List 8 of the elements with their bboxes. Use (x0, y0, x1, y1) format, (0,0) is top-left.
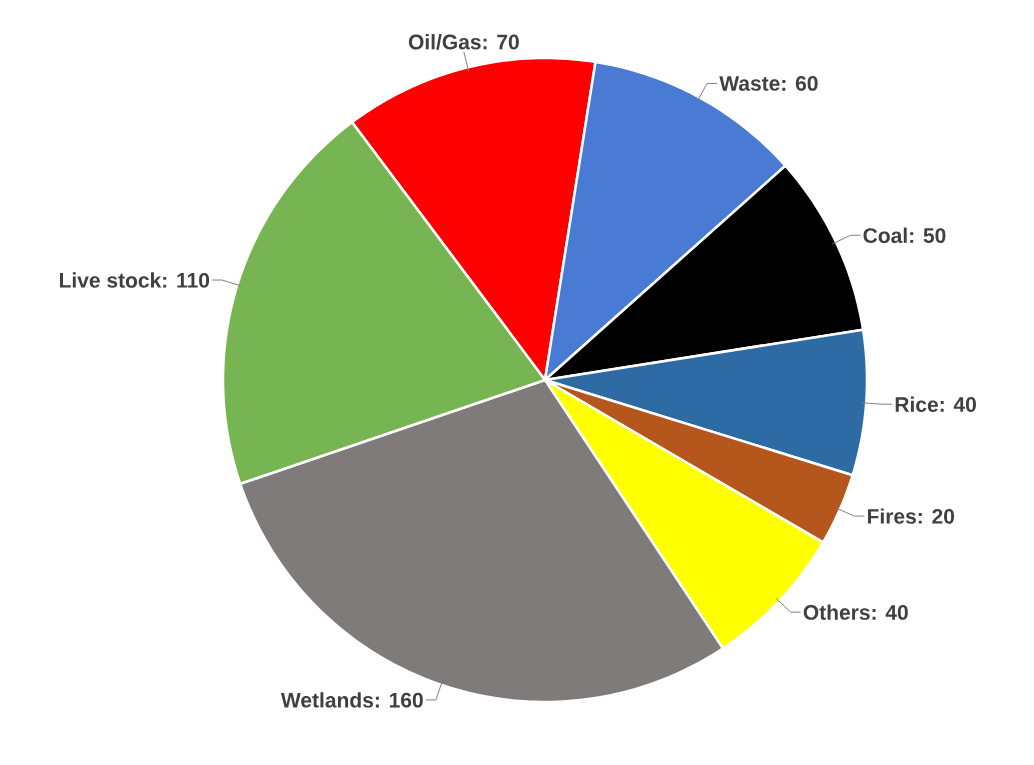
slice-label: Fires: 20 (868, 508, 955, 524)
slice-label: Waste: 60 (719, 75, 818, 91)
slice-label: Wetlands: 160 (280, 692, 423, 708)
slice-label: Others: 40 (803, 604, 908, 620)
slice-label: Rice: 40 (895, 396, 976, 412)
slice-label: Live stock: 110 (59, 272, 210, 288)
slice-label: Oil/Gas: 70 (408, 34, 519, 50)
slice-label: Coal: 50 (863, 227, 946, 244)
